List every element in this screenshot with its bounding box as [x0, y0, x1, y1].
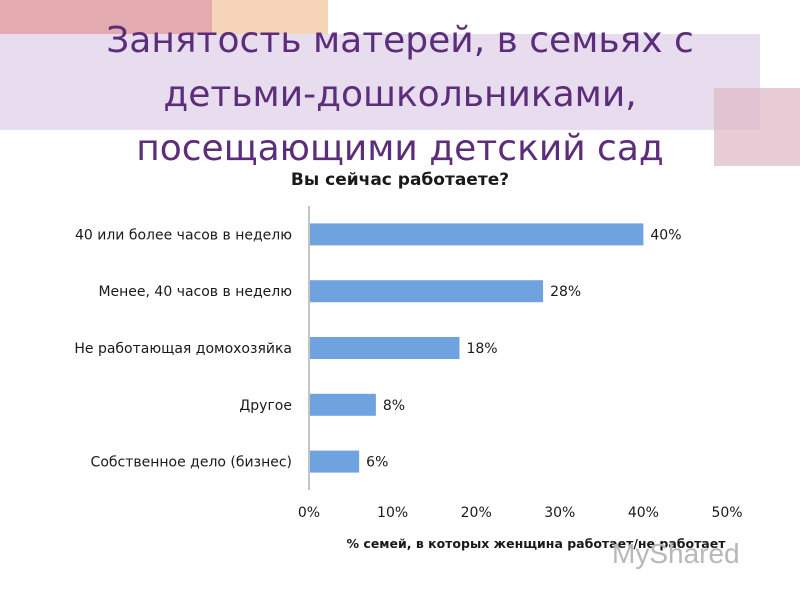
x-tick-label-6: 50%: [711, 505, 742, 521]
slide-title-line-1: Занятость матерей, в семьях с: [106, 20, 694, 61]
x-tick-label-5: 40%: [628, 505, 659, 521]
slide-title: Занятость матерей, в семьях с детьми-дош…: [0, 14, 800, 176]
x-tick-label-3: 20%: [461, 505, 492, 521]
category-label-3: Не работающая домохозяйка: [74, 341, 292, 357]
bar-3: [310, 337, 460, 359]
data-label-1: 40%: [650, 227, 681, 243]
x-tick-label-2: 10%: [377, 505, 408, 521]
chart-title: Вы сейчас работаете?: [291, 170, 509, 190]
slide-title-line-3: посещающими детский сад: [136, 128, 664, 169]
decor-block-pink: [714, 88, 800, 166]
decor-block-gap: [328, 0, 368, 34]
bar-4: [310, 393, 376, 416]
data-label-4: 8%: [383, 398, 405, 414]
category-label-5: Собственное дело (бизнес): [91, 455, 292, 471]
slide-title-line-2: детьми-дошкольниками,: [163, 74, 637, 115]
watermark-logo: MyShared: [612, 538, 740, 569]
data-label-2: 28%: [550, 284, 581, 300]
decor-band-lavender: [0, 34, 760, 130]
category-label-2: Менее, 40 часов в неделю: [98, 284, 292, 300]
data-label-5: 6%: [366, 455, 388, 471]
decor-block-peach: [212, 0, 328, 34]
x-tick-label-1: 0%: [298, 505, 320, 521]
category-label-4: Другое: [239, 398, 292, 414]
category-label-1: 40 или более часов в неделю: [75, 227, 292, 243]
bar-1: [310, 223, 644, 246]
data-label-3: 18%: [466, 341, 497, 357]
x-axis-label: % семей, в которых женщина работает/не р…: [347, 536, 727, 551]
bar-5: [310, 450, 360, 473]
x-tick-label-4: 30%: [544, 505, 575, 521]
decor-block-rose: [0, 0, 212, 34]
bar-2: [310, 280, 544, 303]
